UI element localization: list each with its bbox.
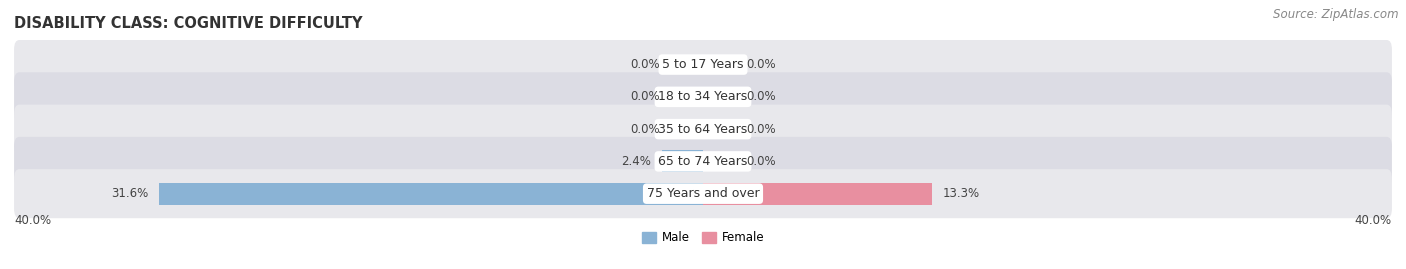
Text: 0.0%: 0.0% [630,58,659,71]
Text: Source: ZipAtlas.com: Source: ZipAtlas.com [1274,8,1399,21]
Text: 0.0%: 0.0% [747,155,776,168]
Text: 40.0%: 40.0% [1355,214,1392,227]
FancyBboxPatch shape [14,40,1392,89]
Legend: Male, Female: Male, Female [637,227,769,249]
FancyBboxPatch shape [14,105,1392,154]
Bar [662,150,703,172]
FancyBboxPatch shape [14,137,1392,186]
Text: 65 to 74 Years: 65 to 74 Years [658,155,748,168]
Bar [159,183,703,205]
FancyBboxPatch shape [14,169,1392,218]
Text: DISABILITY CLASS: COGNITIVE DIFFICULTY: DISABILITY CLASS: COGNITIVE DIFFICULTY [14,16,363,31]
Text: 35 to 64 Years: 35 to 64 Years [658,123,748,136]
Text: 0.0%: 0.0% [747,90,776,103]
Text: 0.0%: 0.0% [630,90,659,103]
FancyBboxPatch shape [14,72,1392,121]
Text: 0.0%: 0.0% [747,123,776,136]
Text: 0.0%: 0.0% [747,58,776,71]
Text: 5 to 17 Years: 5 to 17 Years [662,58,744,71]
Text: 13.3%: 13.3% [942,187,980,200]
Text: 0.0%: 0.0% [630,123,659,136]
Text: 18 to 34 Years: 18 to 34 Years [658,90,748,103]
Text: 2.4%: 2.4% [621,155,651,168]
Text: 31.6%: 31.6% [111,187,149,200]
Text: 75 Years and over: 75 Years and over [647,187,759,200]
Bar [703,183,932,205]
Text: 40.0%: 40.0% [14,214,51,227]
